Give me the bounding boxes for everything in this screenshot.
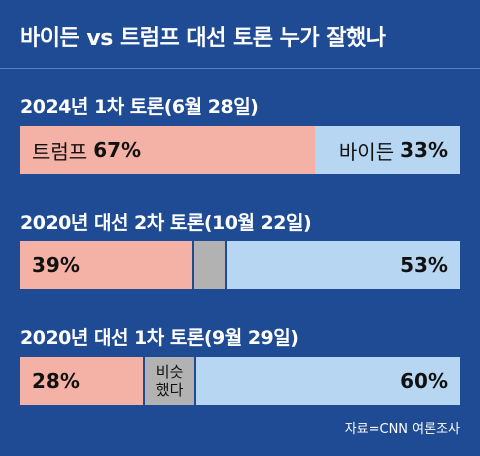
debate-2020-second-title: 2020년 대선 2차 토론(10월 22일) — [20, 212, 312, 234]
tie-segment — [191, 241, 227, 289]
trump-segment: 트럼프 67% — [20, 126, 315, 174]
biden-segment: 바이든 33% — [314, 126, 460, 174]
trump-value-label: 67% — [93, 138, 142, 162]
biden-segment: 53% — [226, 241, 460, 289]
debate-2024-first-title: 2024년 1차 토론(6월 28일) — [20, 96, 259, 118]
trump-label: 트럼프 — [32, 139, 88, 164]
trump-segment: 39% — [20, 241, 192, 289]
tie-segment: 비슷 했다 — [143, 357, 196, 405]
source-note: 자료=CNN 여론조사 — [344, 422, 460, 437]
trump-segment: 28% — [20, 357, 144, 405]
biden-value-label: 33% — [400, 138, 448, 162]
biden-value-label: 53% — [400, 253, 448, 277]
chart-title: 바이든 vs 트럼프 대선 토론 누가 잘했나 — [20, 26, 386, 51]
debate-2024-first-bar: 트럼프 67% 바이든 33% — [20, 126, 460, 174]
trump-value-label: 39% — [32, 253, 80, 277]
biden-segment: 60% — [195, 357, 460, 405]
biden-label: 바이든 — [338, 139, 395, 164]
title-divider — [0, 68, 480, 69]
debate-2020-first-bar: 28% 비슷 했다 60% — [20, 357, 460, 405]
tie-label-line-2: 했다 — [155, 381, 184, 399]
tie-value-label: 비슷 했다 — [156, 363, 184, 399]
trump-value-label: 28% — [32, 369, 80, 393]
tie-label-line-1: 비슷 — [155, 363, 184, 381]
debate-2020-second-bar: 39% 53% — [20, 241, 460, 289]
biden-value-label: 60% — [400, 369, 448, 393]
debate-2020-first-title: 2020년 대선 1차 토론(9월 29일) — [20, 327, 299, 349]
